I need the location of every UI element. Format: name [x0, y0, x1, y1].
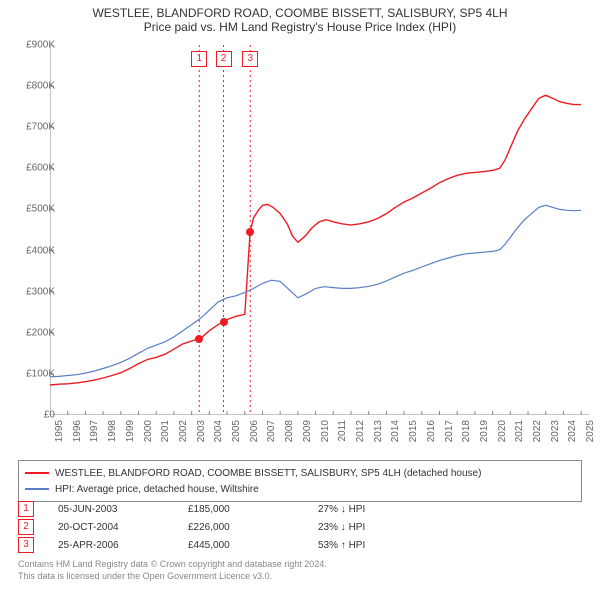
y-tick-label: £900K: [26, 40, 55, 51]
x-tick-label: 2001: [160, 420, 171, 442]
legend-row-property: WESTLEE, BLANDFORD ROAD, COOMBE BISSETT,…: [25, 465, 575, 481]
chart-plot-area: [50, 45, 590, 415]
y-tick-label: £300K: [26, 286, 55, 297]
chart-title: WESTLEE, BLANDFORD ROAD, COOMBE BISSETT,…: [0, 0, 600, 34]
y-tick-label: £400K: [26, 245, 55, 256]
sales-row-marker: 3: [18, 537, 34, 553]
sales-row: 2 20-OCT-2004£226,00023% ↓ HPI: [18, 518, 582, 536]
x-tick-label: 2019: [479, 420, 490, 442]
x-tick-label: 2005: [231, 420, 242, 442]
sales-row-marker: 1: [18, 501, 34, 517]
sale-marker-box: 3: [242, 51, 258, 67]
sale-marker-box: 1: [191, 51, 207, 67]
x-tick-label: 2010: [320, 420, 331, 442]
x-tick-label: 1999: [125, 420, 136, 442]
legend-row-hpi: HPI: Average price, detached house, Wilt…: [25, 481, 575, 497]
y-tick-label: £0: [44, 410, 55, 421]
x-tick-label: 2022: [532, 420, 543, 442]
x-tick-label: 2006: [249, 420, 260, 442]
x-tick-label: 2008: [284, 420, 295, 442]
legend-label-hpi: HPI: Average price, detached house, Wilt…: [55, 484, 259, 495]
x-tick-label: 2014: [390, 420, 401, 442]
x-tick-label: 2025: [585, 420, 596, 442]
y-tick-label: £800K: [26, 81, 55, 92]
x-tick-label: 2013: [373, 420, 384, 442]
footer: Contains HM Land Registry data © Crown c…: [18, 558, 582, 582]
sales-row-marker: 2: [18, 519, 34, 535]
x-tick-label: 1998: [107, 420, 118, 442]
legend-swatch-property: [25, 472, 49, 474]
y-tick-label: £600K: [26, 163, 55, 174]
legend-swatch-hpi: [25, 488, 49, 490]
x-tick-label: 1996: [72, 420, 83, 442]
sales-row-price: £445,000: [188, 540, 318, 551]
sale-dot: [195, 335, 203, 343]
x-tick-label: 2023: [550, 420, 561, 442]
title-line1: WESTLEE, BLANDFORD ROAD, COOMBE BISSETT,…: [0, 6, 600, 20]
sales-row-date: 05-JUN-2003: [58, 504, 188, 515]
x-tick-label: 2002: [178, 420, 189, 442]
legend-label-property: WESTLEE, BLANDFORD ROAD, COOMBE BISSETT,…: [55, 468, 481, 479]
sales-row-price: £226,000: [188, 522, 318, 533]
title-line2: Price paid vs. HM Land Registry's House …: [0, 20, 600, 34]
x-tick-label: 2016: [426, 420, 437, 442]
sales-row-delta: 53% ↑ HPI: [318, 540, 448, 551]
sale-marker-box: 2: [216, 51, 232, 67]
y-tick-label: £500K: [26, 204, 55, 215]
x-tick-label: 2017: [444, 420, 455, 442]
x-tick-label: 2000: [143, 420, 154, 442]
x-tick-label: 1997: [89, 420, 100, 442]
sale-dot: [220, 318, 228, 326]
sales-row: 3 25-APR-2006£445,00053% ↑ HPI: [18, 536, 582, 554]
x-tick-label: 2020: [497, 420, 508, 442]
x-tick-label: 2009: [302, 420, 313, 442]
sales-row: 1 05-JUN-2003£185,00027% ↓ HPI: [18, 500, 582, 518]
sales-row-date: 25-APR-2006: [58, 540, 188, 551]
legend: WESTLEE, BLANDFORD ROAD, COOMBE BISSETT,…: [18, 460, 582, 502]
sales-row-delta: 23% ↓ HPI: [318, 522, 448, 533]
sales-table: 1 05-JUN-2003£185,00027% ↓ HPI 2 20-OCT-200…: [18, 500, 582, 554]
x-tick-label: 2007: [266, 420, 277, 442]
footer-line1: Contains HM Land Registry data © Crown c…: [18, 558, 582, 570]
y-tick-label: £700K: [26, 122, 55, 133]
sale-dot: [246, 228, 254, 236]
sales-row-delta: 27% ↓ HPI: [318, 504, 448, 515]
x-tick-label: 2024: [567, 420, 578, 442]
x-tick-label: 1995: [54, 420, 65, 442]
y-tick-label: £200K: [26, 327, 55, 338]
x-tick-label: 2004: [213, 420, 224, 442]
sales-row-date: 20-OCT-2004: [58, 522, 188, 533]
sales-row-price: £185,000: [188, 504, 318, 515]
footer-line2: This data is licensed under the Open Gov…: [18, 570, 582, 582]
x-tick-label: 2021: [514, 420, 525, 442]
x-tick-label: 2015: [408, 420, 419, 442]
x-tick-label: 2018: [461, 420, 472, 442]
x-tick-label: 2012: [355, 420, 366, 442]
y-tick-label: £100K: [26, 368, 55, 379]
x-tick-label: 2003: [196, 420, 207, 442]
chart-svg: [50, 45, 590, 415]
x-tick-label: 2011: [337, 420, 348, 442]
